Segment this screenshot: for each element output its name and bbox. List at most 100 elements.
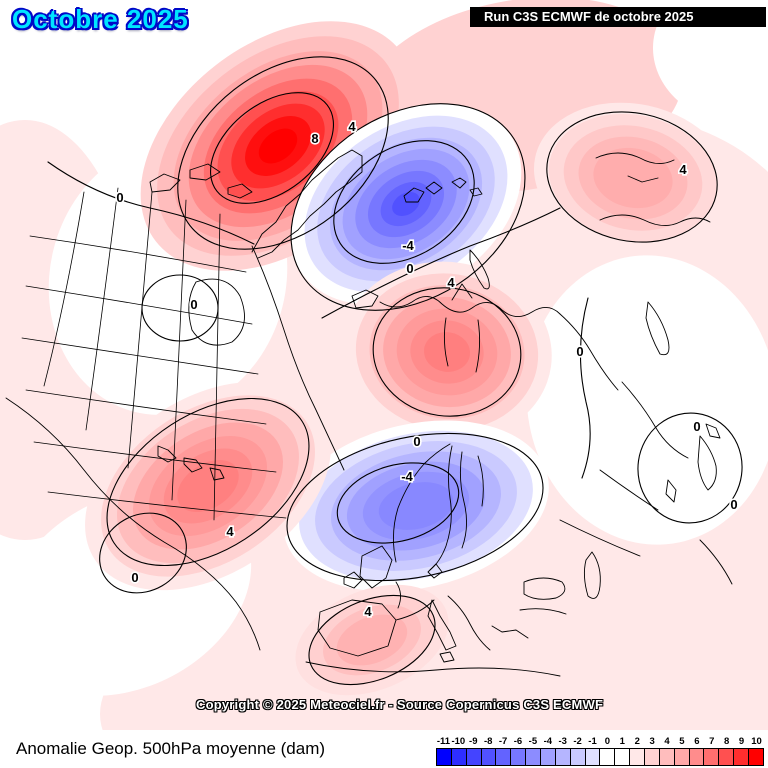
contour-label: 0 bbox=[131, 570, 138, 585]
anomaly-ring-iberia-positive bbox=[336, 614, 408, 666]
run-info-label: Run C3S ECMWF de octobre 2025 bbox=[484, 9, 694, 24]
legend-color-cell bbox=[673, 748, 690, 766]
color-scale-legend: -11 -10 -9 -8 -7 -6 -5 -4 -3 -2 -1 0 1 2 3 4 5 6 7 8 9 10 bbox=[436, 736, 764, 766]
coastline-taymyr bbox=[443, 283, 481, 373]
month-title: Octobre 2025 bbox=[12, 4, 189, 34]
contour-label: 0 bbox=[413, 434, 420, 449]
contour-level-0 bbox=[637, 412, 743, 524]
coastline-british-isles bbox=[343, 545, 393, 589]
run-info-box: Run C3S ECMWF de octobre 2025 bbox=[470, 7, 766, 27]
copyright-watermark: Copyright © 2025 Meteociel.fr - Source C… bbox=[196, 697, 604, 712]
legend-tick: -6 bbox=[513, 736, 523, 747]
legend-color-cell bbox=[569, 748, 586, 766]
legend-tick: 10 bbox=[751, 736, 762, 747]
contour-zero-canada bbox=[47, 161, 255, 245]
legend-tick: 3 bbox=[649, 736, 655, 747]
legend-color-cell bbox=[718, 748, 735, 766]
legend-color-cell bbox=[644, 748, 660, 766]
legend-tick: -4 bbox=[543, 736, 553, 747]
legend-tick: 4 bbox=[664, 736, 670, 747]
contour-level-0 bbox=[99, 512, 187, 594]
coastline-labrador bbox=[251, 245, 345, 471]
legend-color-cell bbox=[480, 748, 497, 766]
contour-zero-east-asia bbox=[579, 297, 591, 479]
legend-tick: -5 bbox=[528, 736, 538, 747]
contour-label: 4 bbox=[348, 119, 356, 134]
coastline-norway bbox=[393, 443, 451, 563]
contour-label: 0 bbox=[116, 190, 123, 205]
coastline-pacific bbox=[5, 397, 261, 651]
legend-tick-labels: -11 -10 -9 -8 -7 -6 -5 -4 -3 -2 -1 0 1 2 3 4 5 6 7 8 9 10 bbox=[436, 736, 764, 747]
legend-tick: -3 bbox=[558, 736, 567, 747]
legend-color-cell bbox=[614, 748, 631, 766]
legend-tick: 2 bbox=[634, 736, 640, 747]
contour-label: 0 bbox=[730, 497, 737, 512]
contour-level-4 bbox=[372, 287, 522, 417]
footer-bar: Anomalie Geop. 500hPa moyenne (dam) -11-… bbox=[0, 730, 768, 768]
coastline-kamchatka bbox=[645, 301, 670, 356]
legend-tick: 5 bbox=[679, 736, 685, 747]
coastline-north-africa bbox=[305, 661, 561, 677]
anomaly-ring-europe-negative bbox=[378, 482, 454, 530]
legend-tick: -2 bbox=[573, 736, 582, 747]
contour-label: 4 bbox=[447, 275, 455, 290]
legend-tick: -7 bbox=[498, 736, 508, 747]
contour-level-4 bbox=[106, 397, 310, 567]
contour-label: 0 bbox=[576, 344, 583, 359]
legend-color-cell bbox=[584, 748, 601, 766]
legend-color-cell bbox=[688, 748, 705, 766]
contour-level-4 bbox=[546, 111, 718, 243]
contour-label: 0 bbox=[190, 297, 197, 312]
legend-color-cell bbox=[554, 748, 571, 766]
contour-ellipse-layer bbox=[99, 56, 743, 686]
coastline-korea bbox=[665, 479, 677, 503]
anomaly-ring-arctic-negative bbox=[392, 191, 420, 217]
legend-tick: -8 bbox=[483, 736, 493, 747]
legend-color-cell bbox=[465, 748, 482, 766]
coastline-novaya-zemlya bbox=[469, 249, 490, 290]
anomaly-ring-north-america-positive bbox=[177, 459, 239, 513]
contour-zero-arctic-siberia bbox=[321, 207, 561, 319]
legend-tick: -10 bbox=[451, 736, 466, 747]
contour-label: 0 bbox=[693, 419, 700, 434]
legend-color-cell bbox=[748, 748, 764, 766]
neutral-zone bbox=[526, 255, 768, 545]
coastline-okhotsk bbox=[621, 381, 689, 459]
contour-label: 4 bbox=[226, 524, 234, 539]
legend-color-cell bbox=[629, 748, 646, 766]
contour-label: 4 bbox=[679, 162, 687, 177]
neutral-zone bbox=[653, 0, 768, 126]
legend-color-cell bbox=[450, 748, 467, 766]
coastline-caspian-sea bbox=[583, 551, 601, 599]
legend-color-cell bbox=[599, 748, 616, 766]
contour-label: -4 bbox=[401, 469, 413, 484]
legend-color-cell bbox=[658, 748, 675, 766]
contour-label: 4 bbox=[364, 604, 372, 619]
contour-level-8 bbox=[209, 92, 335, 204]
anomaly-ring-siberia-positive bbox=[423, 332, 471, 372]
legend-tick: -11 bbox=[436, 736, 451, 747]
contour-level--4 bbox=[336, 462, 460, 544]
contour-level-0 bbox=[290, 103, 526, 311]
contour-level--4 bbox=[333, 140, 475, 264]
coastline-france bbox=[395, 581, 401, 609]
contour-level-0 bbox=[141, 274, 219, 342]
contour-label: 0 bbox=[406, 261, 413, 276]
coastline-arctic-islands bbox=[149, 163, 253, 199]
legend-tick: 1 bbox=[619, 736, 625, 747]
legend-color-cell bbox=[436, 748, 452, 766]
legend-tick: 8 bbox=[724, 736, 730, 747]
contour-label: 8 bbox=[311, 131, 318, 146]
legend-color-cell bbox=[703, 748, 720, 766]
coastline-east-siberia bbox=[559, 313, 619, 391]
coastline-baltic bbox=[429, 445, 484, 571]
legend-color-cell bbox=[540, 748, 556, 766]
coastline-balkans bbox=[447, 595, 567, 651]
coastline-layer bbox=[5, 149, 733, 677]
legend-tick: 7 bbox=[709, 736, 715, 747]
legend-color-cell bbox=[733, 748, 750, 766]
coastline-japan bbox=[697, 423, 721, 491]
contour-level-0 bbox=[286, 432, 544, 582]
